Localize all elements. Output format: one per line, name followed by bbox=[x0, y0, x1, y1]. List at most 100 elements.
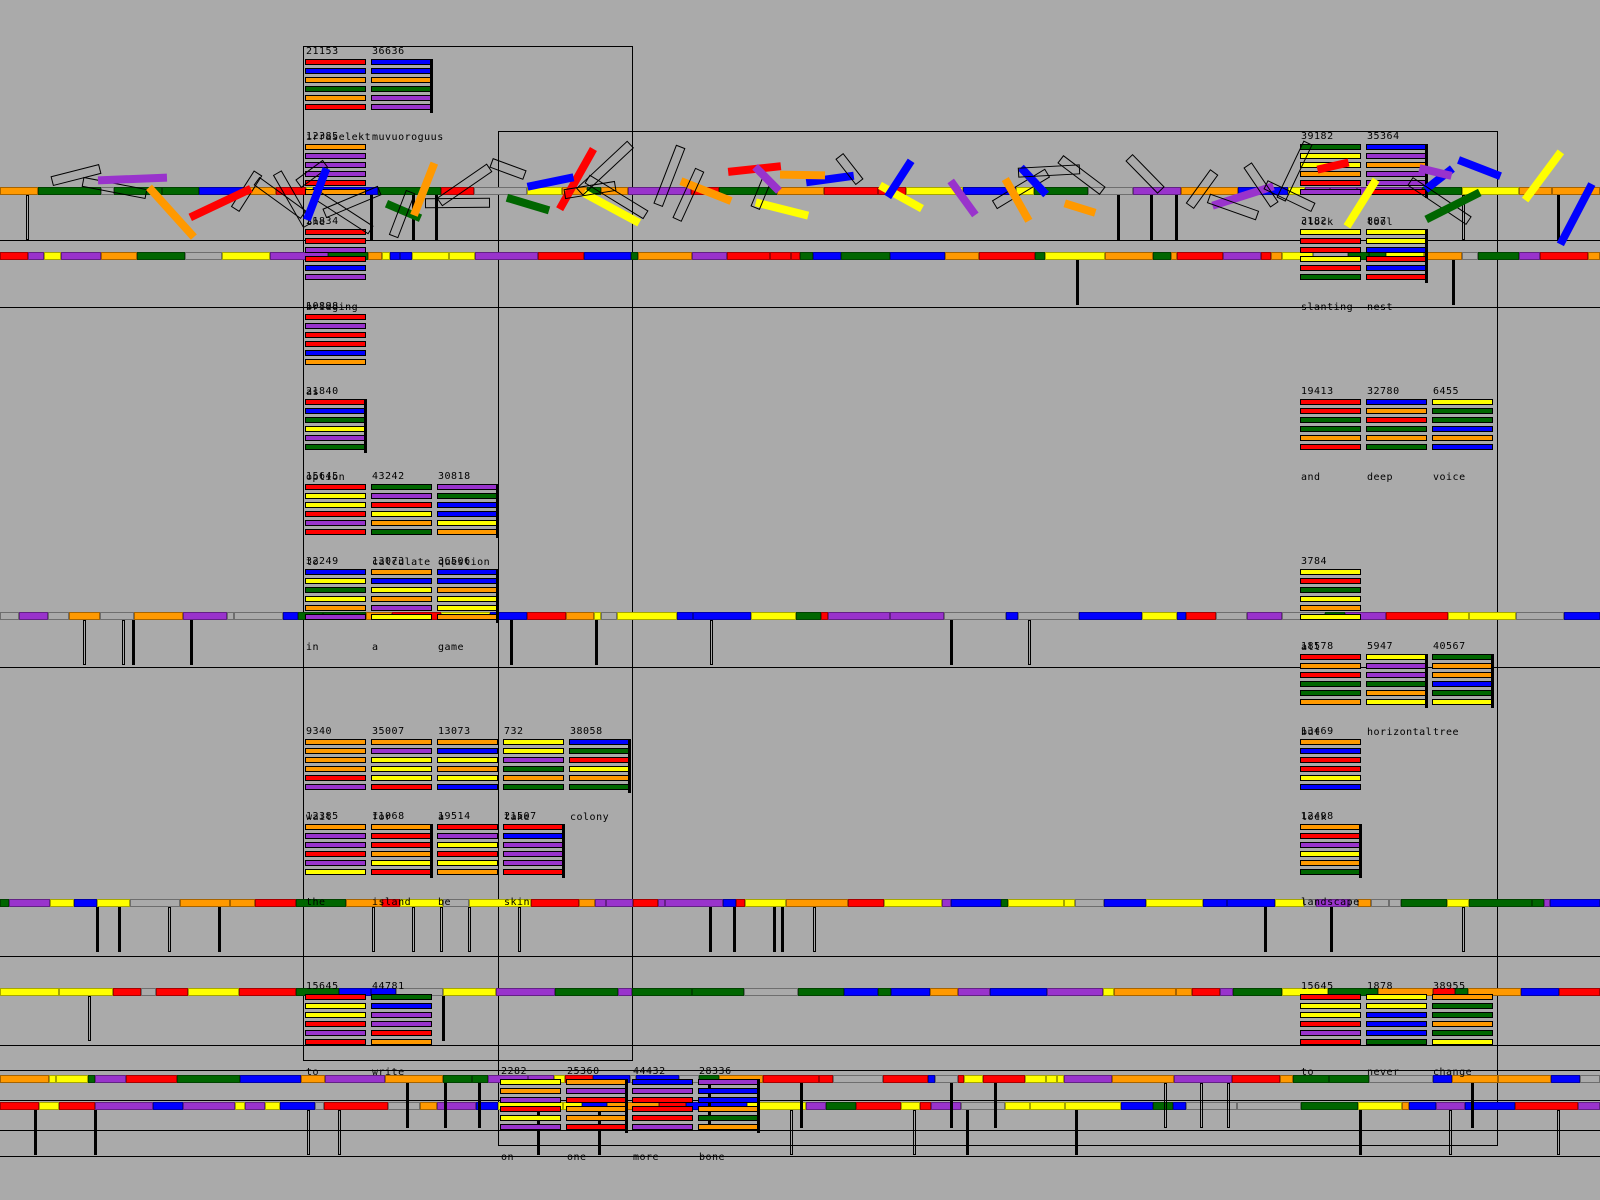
stripe bbox=[305, 994, 366, 1000]
block-number: 35007 bbox=[372, 726, 405, 737]
block-number: 21153 bbox=[306, 46, 339, 57]
stripe bbox=[305, 520, 366, 526]
stripe bbox=[371, 766, 432, 772]
strip-segment bbox=[928, 1075, 935, 1083]
stripe bbox=[305, 408, 366, 414]
stripe bbox=[1432, 663, 1493, 669]
block-number: 44781 bbox=[372, 981, 405, 992]
block-word: write bbox=[372, 1067, 405, 1078]
post bbox=[132, 620, 135, 665]
strip-segment bbox=[39, 1102, 59, 1110]
post bbox=[168, 907, 171, 952]
strip-segment bbox=[153, 1102, 183, 1110]
strip-segment bbox=[1064, 1075, 1112, 1083]
stripe bbox=[1432, 681, 1493, 687]
color-stripes bbox=[371, 59, 433, 115]
stripe bbox=[1366, 681, 1427, 687]
stripe bbox=[1366, 144, 1427, 150]
strip-segment bbox=[1448, 612, 1469, 620]
block-number: 9340 bbox=[306, 726, 333, 737]
strip-segment bbox=[813, 252, 841, 260]
stripe bbox=[437, 775, 498, 781]
post bbox=[598, 1110, 601, 1155]
strip-segment bbox=[496, 988, 555, 996]
stripe bbox=[371, 511, 432, 517]
strip-segment bbox=[1515, 1102, 1578, 1110]
stripe bbox=[1300, 672, 1361, 678]
stripe bbox=[500, 1097, 561, 1103]
block-word: option bbox=[306, 472, 346, 483]
strip-segment bbox=[1478, 252, 1519, 260]
strip-segment bbox=[368, 252, 382, 260]
block-number: 38058 bbox=[570, 726, 603, 737]
stripe bbox=[371, 1039, 432, 1045]
strip-segment bbox=[1532, 899, 1544, 907]
stripe bbox=[632, 1079, 693, 1085]
post bbox=[1164, 1083, 1167, 1128]
strip-segment bbox=[1409, 1102, 1436, 1110]
block-number: 12498 bbox=[1301, 811, 1334, 822]
block-number: 32249 bbox=[306, 556, 339, 567]
strip-segment bbox=[141, 988, 156, 996]
stripe bbox=[437, 520, 498, 526]
stripe bbox=[305, 144, 366, 150]
block-word: bridging bbox=[306, 302, 359, 313]
strip-segment bbox=[449, 252, 475, 260]
stripe bbox=[371, 869, 432, 875]
block-number: 21834 bbox=[306, 216, 339, 227]
block-word: nest bbox=[1367, 302, 1394, 313]
strip-segment bbox=[1588, 252, 1600, 260]
strip-segment bbox=[382, 252, 390, 260]
stripe bbox=[305, 529, 366, 535]
colored-stick bbox=[779, 170, 826, 180]
stripe bbox=[437, 757, 498, 763]
stripe bbox=[566, 1079, 627, 1085]
strip-segment bbox=[1177, 612, 1186, 620]
strip-segment bbox=[1436, 1102, 1465, 1110]
block-word: on bbox=[501, 1152, 515, 1163]
color-stripes bbox=[566, 1079, 628, 1135]
post bbox=[950, 620, 953, 665]
block-number: 10898 bbox=[306, 301, 339, 312]
stripe bbox=[569, 739, 630, 745]
strip-segment bbox=[1452, 1075, 1498, 1083]
stripe bbox=[1366, 247, 1427, 253]
stripe bbox=[1432, 994, 1493, 1000]
strip-segment bbox=[412, 252, 449, 260]
strip-segment bbox=[95, 1102, 153, 1110]
block-word: the bbox=[306, 897, 326, 908]
strip-segment bbox=[883, 1075, 928, 1083]
strip-segment bbox=[658, 899, 665, 907]
post bbox=[1462, 907, 1465, 952]
block-bar bbox=[1491, 654, 1494, 708]
strip-segment bbox=[828, 612, 890, 620]
stripe bbox=[371, 86, 432, 92]
stripe bbox=[305, 605, 366, 611]
stripe bbox=[503, 748, 564, 754]
strip-segment bbox=[555, 988, 618, 996]
strip-segment bbox=[930, 988, 958, 996]
post bbox=[440, 907, 443, 952]
strip-segment bbox=[1220, 988, 1233, 996]
post bbox=[94, 1110, 97, 1155]
strip-segment bbox=[114, 187, 162, 195]
stripe bbox=[371, 77, 432, 83]
strip-segment bbox=[476, 1102, 498, 1110]
block-number: 40567 bbox=[1433, 641, 1466, 652]
block-bar bbox=[1425, 229, 1428, 283]
stripe bbox=[503, 766, 564, 772]
block-word: be bbox=[438, 897, 452, 908]
block-bar bbox=[1425, 654, 1428, 708]
post bbox=[1028, 620, 1031, 665]
stripe bbox=[305, 1030, 366, 1036]
strip-segment bbox=[1401, 899, 1447, 907]
strip-segment bbox=[239, 988, 296, 996]
color-stripes bbox=[1366, 654, 1428, 710]
stripe bbox=[1300, 435, 1361, 441]
strip-segment bbox=[606, 899, 633, 907]
stripe bbox=[500, 1124, 561, 1130]
color-stripes bbox=[1366, 399, 1428, 455]
panel-frame-right bbox=[498, 131, 1498, 1146]
color-stripes bbox=[500, 1079, 562, 1135]
post bbox=[412, 907, 415, 952]
